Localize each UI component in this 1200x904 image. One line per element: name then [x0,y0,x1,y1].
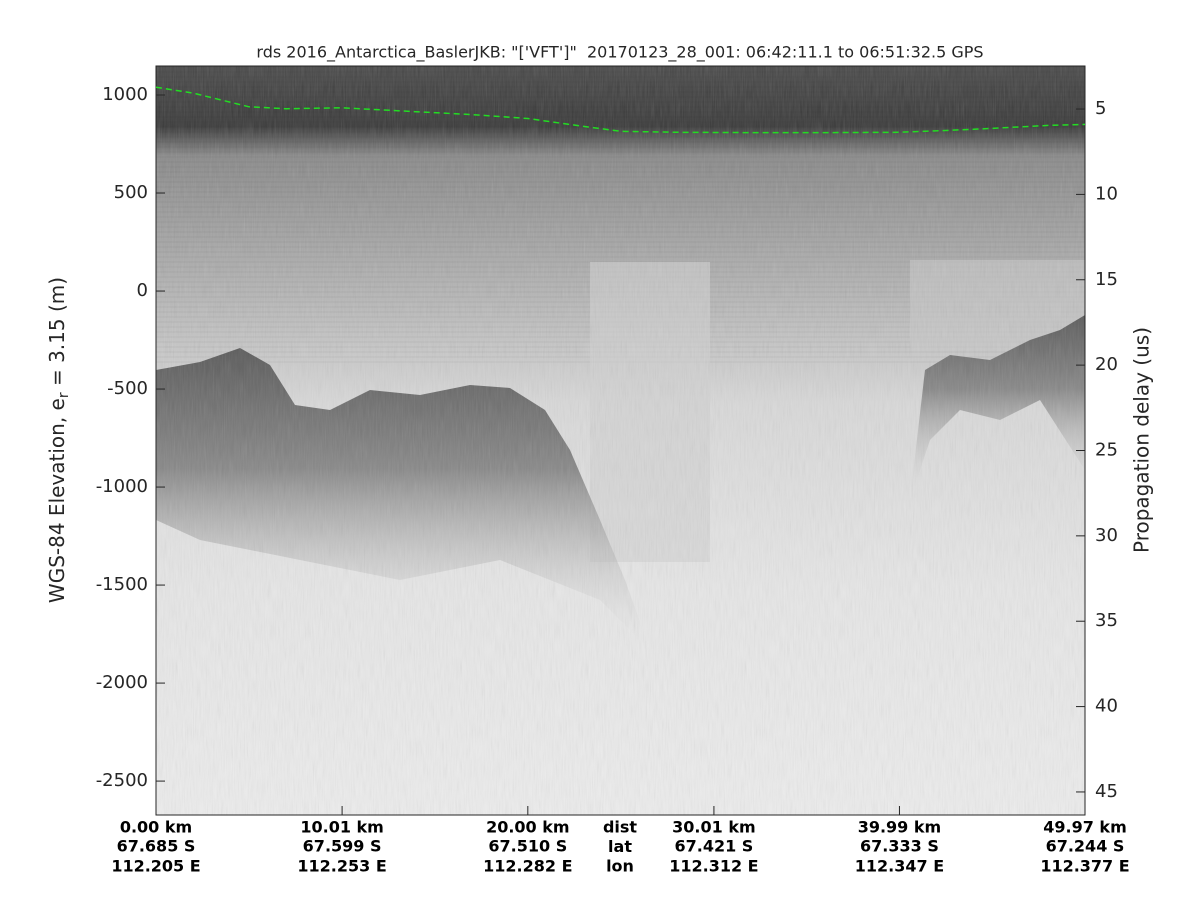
x-tick-lon: 112.253 E [297,857,386,876]
x-tick-label: 20.00 km [486,818,570,837]
y2-tick-label: 15 [1095,269,1118,290]
y-tick-label: -1000 [96,476,148,497]
y2-tick-label: 30 [1095,525,1118,546]
row-label: lat [608,837,632,856]
y2-tick-label: 5 [1095,98,1106,119]
x-tick-label: 0.00 km [120,818,192,837]
y-tick-label: 500 [114,182,148,203]
surface-line [155,86,1086,134]
y2-tick-label: 45 [1095,781,1118,802]
row-label: lon [606,857,634,876]
x-tick-label: 30.01 km [672,818,756,837]
y-tick-label: -500 [107,378,148,399]
y-label-rest: = 3.15 (m) [45,277,69,392]
y-tick-label: 1000 [102,84,148,105]
y2-tick-label: 35 [1095,610,1118,631]
y-tick-label: -2000 [96,672,148,693]
y-tick-label: -2500 [96,770,148,791]
x-tick-lat: 67.685 S [117,837,196,856]
y2-tick-label: 25 [1095,439,1118,460]
y2-axis-label: Propagation delay (us) [1130,327,1154,553]
y2-tick-label: 40 [1095,696,1118,717]
x-tick-lat: 67.421 S [674,837,753,856]
row-label: dist [603,818,637,837]
x-tick-lon: 112.347 E [855,857,944,876]
x-tick-label: 10.01 km [300,818,384,837]
y-tick-label: -1500 [96,574,148,595]
x-tick-lat: 67.510 S [488,837,567,856]
y-tick-label: 0 [137,280,148,301]
x-tick-lon: 112.205 E [111,857,200,876]
radar-image [156,66,1085,815]
plot-frame [155,65,1086,816]
y2-tick-label: 10 [1095,183,1118,204]
x-tick-lon: 112.377 E [1040,857,1129,876]
y-axis-label: WGS-84 Elevation, er = 3.15 (m) [45,277,73,603]
y-label-main: WGS-84 Elevation, e [45,398,69,603]
x-tick-lat: 67.333 S [860,837,939,856]
x-tick-lat: 67.244 S [1046,837,1125,856]
chart-title: rds 2016_Antarctica_BaslerJKB: "['VFT']"… [256,43,983,63]
y-label-sub: r [56,392,72,398]
x-tick-lat: 67.599 S [303,837,382,856]
x-tick-lon: 112.282 E [483,857,572,876]
x-tick-lon: 112.312 E [669,857,758,876]
x-tick-label: 49.97 km [1043,818,1127,837]
y2-tick-label: 20 [1095,354,1118,375]
x-tick-label: 39.99 km [858,818,942,837]
